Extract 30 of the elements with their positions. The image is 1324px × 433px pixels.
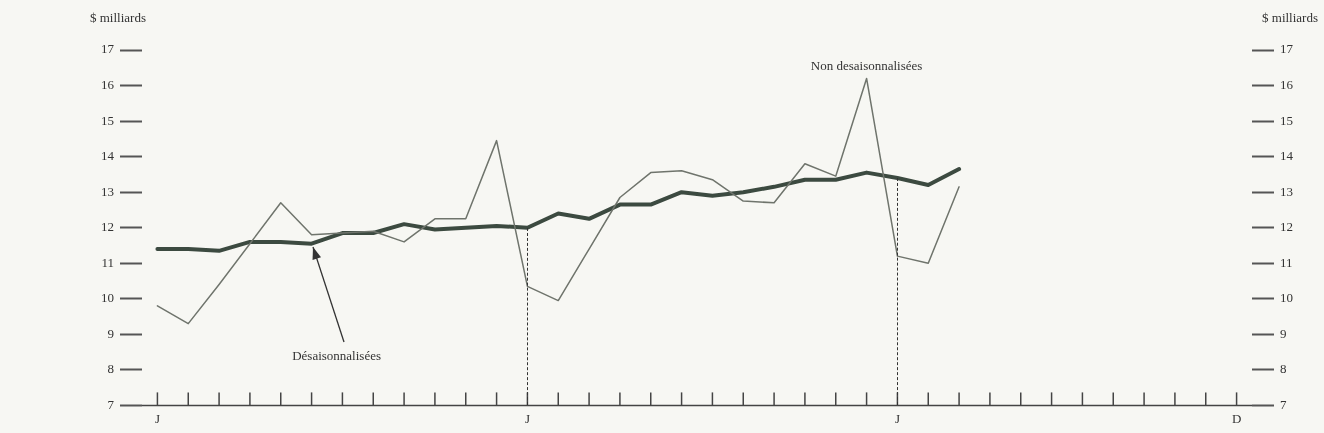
x-tick-label: J bbox=[524, 410, 530, 426]
y-tick-label: 15 bbox=[101, 112, 114, 128]
y2-tick-label: 14 bbox=[1280, 148, 1294, 164]
x-tick-label: D bbox=[1231, 410, 1242, 426]
y2-tick-label: 16 bbox=[1280, 76, 1294, 92]
y-tick-label: 16 bbox=[101, 76, 115, 92]
y2-tick-label: 12 bbox=[1280, 219, 1293, 235]
series-label: Non desaisonnalisées bbox=[810, 58, 923, 74]
x-tick-label: J bbox=[894, 410, 900, 426]
y-tick-label: 13 bbox=[101, 183, 114, 199]
y-tick-label: 10 bbox=[101, 290, 114, 306]
y-axis-title: $ milliards bbox=[90, 10, 146, 25]
x-tick-label: J bbox=[154, 410, 160, 426]
y-tick-label: 17 bbox=[101, 41, 115, 57]
y-tick-label: 11 bbox=[101, 254, 114, 270]
y2-tick-label: 10 bbox=[1280, 290, 1293, 306]
y2-axis-title: $ milliards bbox=[1262, 10, 1318, 25]
y-tick-label: 12 bbox=[101, 219, 114, 235]
y-tick-label: 7 bbox=[107, 396, 115, 412]
y2-tick-label: 7 bbox=[1280, 396, 1287, 412]
y2-tick-label: 15 bbox=[1280, 112, 1293, 128]
y-tick-label: 14 bbox=[101, 148, 115, 164]
y2-tick-label: 8 bbox=[1280, 361, 1287, 377]
y-tick-label: 8 bbox=[107, 361, 114, 377]
y2-tick-label: 13 bbox=[1280, 183, 1293, 199]
y2-tick-label: 9 bbox=[1280, 325, 1287, 341]
y2-tick-label: 11 bbox=[1280, 254, 1293, 270]
text: Désaisonnalisées bbox=[292, 347, 381, 363]
y2-tick-label: 17 bbox=[1280, 41, 1294, 57]
y-tick-label: 9 bbox=[107, 325, 114, 341]
